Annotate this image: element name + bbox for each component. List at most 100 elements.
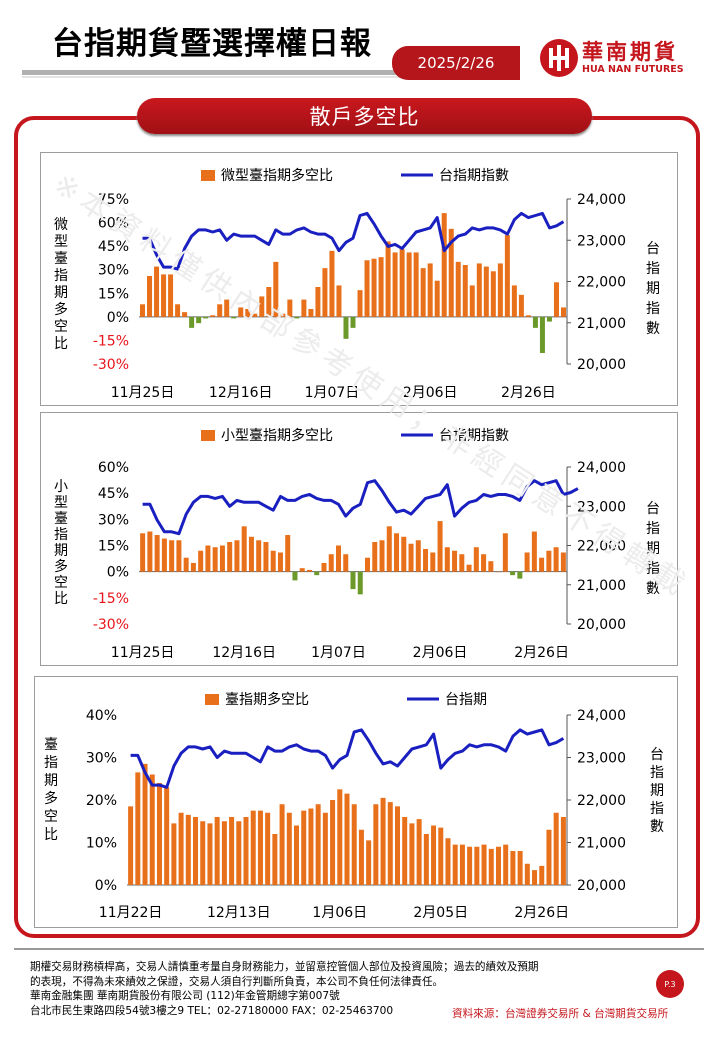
bar [322,268,328,317]
bar [415,540,421,572]
bar [156,783,162,885]
bar [525,315,531,317]
y-tick-label: 0% [107,310,129,326]
x-tick-label: 1月07日 [311,645,366,661]
bar [481,554,487,572]
bar [238,307,244,317]
bar [401,536,407,572]
bar [335,545,341,572]
y-axis-title: 型 [54,495,68,511]
bar [394,806,400,885]
bar [524,552,530,572]
bar [399,249,405,317]
y2-tick-label: 24,000 [577,460,626,476]
bar [365,557,371,572]
bar [229,817,235,885]
bar [315,804,321,885]
bar [517,571,523,579]
bar [434,280,440,317]
company-license: 華南金融集團 華南期貨股份有限公司 (112)年金管期總字第007號 [30,990,340,1002]
bar [337,789,343,885]
bar [546,550,552,572]
y2-axis-title: 數 [646,581,660,597]
bar [243,817,249,885]
bar [488,561,494,572]
bar [248,536,254,572]
x-tick-label: 11月22日 [99,905,163,921]
page-title: 台指期貨暨選擇權日報 [52,26,372,62]
bar [306,569,312,572]
y-tick-label: -30% [93,617,129,633]
bar [308,808,314,885]
bar [140,304,146,317]
bar [142,763,148,885]
bar [287,299,293,317]
y-axis-title: 微 [54,217,68,233]
bar [176,540,182,572]
bar [466,564,472,572]
bar [308,309,314,317]
bar [277,552,283,572]
y2-axis-title: 台 [646,241,660,257]
y-tick-label: -15% [93,591,129,607]
x-tick-label: 2月05日 [413,905,468,921]
bar [539,865,545,885]
bar [473,547,479,572]
bar [301,299,307,317]
y-axis-title: 空 [54,575,68,591]
bar [265,812,271,885]
bar [406,252,412,317]
bar [518,294,524,317]
y2-tick-label: 20,000 [577,878,626,894]
bar [236,821,242,885]
bar [214,817,220,885]
bar [322,812,328,885]
x-tick-label: 2月26日 [514,645,569,661]
y-tick-label: 30% [86,751,117,767]
y2-tick-label: 22,000 [577,539,626,555]
bar [476,263,482,317]
y-axis-title: 期 [54,543,68,559]
bar [437,521,443,572]
bar [256,540,262,572]
bar [285,535,291,572]
bar [217,304,223,317]
bar [224,299,230,317]
legend-bar-swatch [201,170,215,181]
bar [517,851,523,885]
bar [314,571,320,576]
y-axis-title: 多 [54,301,68,318]
bar [205,545,211,572]
header-divider [22,70,492,75]
bar [488,848,494,885]
y2-tick-label: 22,000 [577,793,626,809]
header-divider-shadow [22,76,492,78]
x-tick-label: 12月16日 [212,645,276,661]
chart-mini: 小型臺指期多空比 台指期指數60%45%30%15%0%-15%-30%24,00… [54,427,660,661]
bar [259,296,265,317]
bar [149,774,155,885]
bar [448,228,454,317]
bar [455,261,461,317]
bar [430,552,436,572]
bar [445,838,451,885]
y-axis-title: 指 [54,268,68,284]
section-title: 散戶多空比 [137,98,592,134]
bar [423,834,429,885]
y-tick-label: 15% [98,286,129,302]
y-axis-title: 空 [54,319,68,335]
bar [212,547,218,572]
bar [171,823,177,885]
bar [431,825,437,885]
y-axis-title: 比 [44,827,58,843]
bar [373,804,379,885]
company-address: 台北市民生東路四段54號3樓之9 TEL：02-27180000 FAX：02-… [30,1004,394,1017]
y2-axis-title: 數 [646,321,660,337]
x-tick-label: 2月26日 [514,905,569,921]
bar [560,817,566,885]
y2-tick-label: 23,000 [577,751,626,767]
y-axis-title: 型 [54,234,68,250]
legend-bar-swatch [201,430,215,441]
y-axis-title: 指 [54,527,68,543]
y2-tick-label: 21,000 [577,316,626,332]
